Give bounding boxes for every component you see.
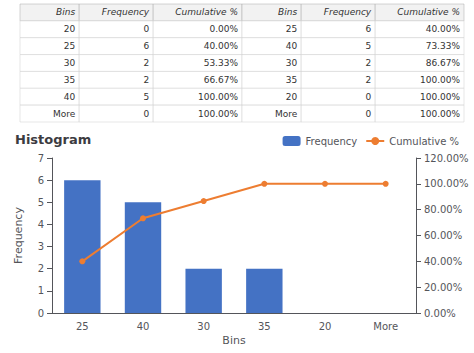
svg-text:2: 2	[365, 75, 371, 85]
svg-text:35: 35	[64, 75, 75, 85]
svg-text:Bins: Bins	[222, 334, 246, 347]
svg-text:2: 2	[38, 263, 44, 274]
svg-text:40.00%: 40.00%	[424, 256, 462, 267]
svg-text:100.00%: 100.00%	[420, 92, 460, 102]
svg-text:Histogram: Histogram	[15, 132, 91, 147]
svg-text:Cumulative %: Cumulative %	[397, 7, 460, 17]
svg-text:25: 25	[76, 321, 89, 332]
svg-text:More: More	[373, 321, 398, 332]
svg-text:0: 0	[143, 109, 149, 119]
svg-text:0.00%: 0.00%	[424, 308, 456, 319]
svg-text:20: 20	[319, 321, 332, 332]
svg-text:6: 6	[365, 24, 371, 34]
svg-text:Frequency: Frequency	[324, 7, 372, 17]
svg-text:2: 2	[365, 58, 371, 68]
svg-text:30: 30	[64, 58, 76, 68]
svg-text:6: 6	[143, 41, 149, 51]
svg-text:1: 1	[38, 285, 44, 296]
svg-text:0: 0	[38, 308, 44, 319]
svg-text:More: More	[275, 109, 298, 119]
svg-text:Frequency: Frequency	[102, 7, 150, 17]
svg-text:More: More	[53, 109, 76, 119]
svg-text:66.67%: 66.67%	[204, 75, 239, 85]
svg-text:6: 6	[38, 175, 44, 186]
svg-text:Frequency: Frequency	[12, 207, 25, 264]
svg-text:30: 30	[286, 58, 298, 68]
svg-text:0: 0	[365, 92, 371, 102]
svg-text:100.00%: 100.00%	[424, 178, 469, 189]
svg-text:Bins: Bins	[56, 7, 75, 17]
svg-text:20.00%: 20.00%	[424, 282, 462, 293]
svg-text:86.67%: 86.67%	[426, 58, 461, 68]
svg-text:Bins: Bins	[278, 7, 297, 17]
svg-text:2: 2	[143, 75, 149, 85]
svg-text:20: 20	[64, 24, 76, 34]
svg-text:5: 5	[365, 41, 371, 51]
svg-text:100.00%: 100.00%	[198, 92, 238, 102]
svg-text:73.33%: 73.33%	[426, 41, 461, 51]
svg-text:4: 4	[38, 219, 44, 230]
svg-text:5: 5	[38, 197, 44, 208]
svg-text:Cumulative %: Cumulative %	[389, 136, 459, 147]
svg-text:Cumulative %: Cumulative %	[175, 7, 238, 17]
svg-text:0: 0	[143, 24, 149, 34]
svg-text:53.33%: 53.33%	[204, 58, 239, 68]
svg-text:40: 40	[137, 321, 150, 332]
svg-text:3: 3	[38, 241, 44, 252]
svg-text:2: 2	[143, 58, 149, 68]
svg-text:25: 25	[286, 24, 297, 34]
svg-text:35: 35	[286, 75, 297, 85]
svg-text:100.00%: 100.00%	[198, 109, 238, 119]
svg-text:100.00%: 100.00%	[420, 75, 460, 85]
svg-text:40.00%: 40.00%	[426, 24, 461, 34]
svg-text:35: 35	[258, 321, 271, 332]
svg-text:Frequency: Frequency	[306, 136, 358, 147]
svg-text:7: 7	[38, 153, 44, 164]
svg-text:20: 20	[286, 92, 298, 102]
svg-text:40: 40	[286, 41, 298, 51]
svg-text:0: 0	[365, 109, 371, 119]
svg-text:80.00%: 80.00%	[424, 204, 462, 215]
svg-text:0.00%: 0.00%	[209, 24, 238, 34]
svg-text:100.00%: 100.00%	[420, 109, 460, 119]
svg-text:25: 25	[64, 41, 75, 51]
svg-text:30: 30	[197, 321, 210, 332]
svg-text:60.00%: 60.00%	[424, 230, 462, 241]
svg-text:40: 40	[64, 92, 76, 102]
svg-text:40.00%: 40.00%	[204, 41, 239, 51]
svg-text:5: 5	[143, 92, 149, 102]
svg-text:120.00%: 120.00%	[424, 153, 469, 164]
